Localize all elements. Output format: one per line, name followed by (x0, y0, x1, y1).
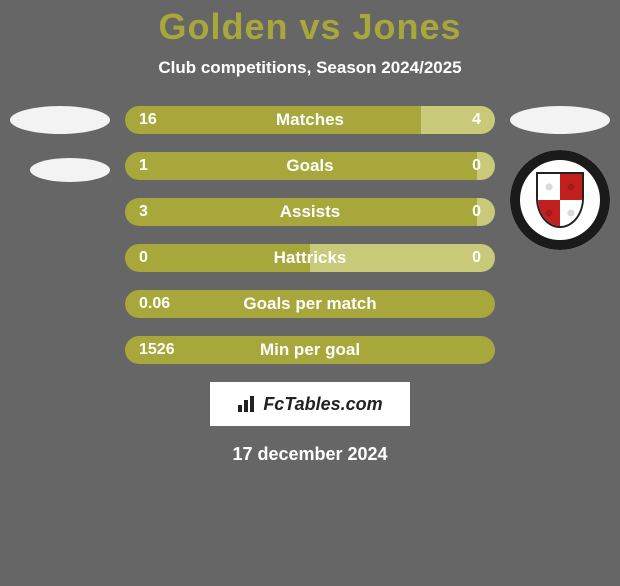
stat-right-segment: 0 (310, 244, 495, 272)
page-subtitle: Club competitions, Season 2024/2025 (0, 58, 620, 78)
stat-right-value: 0 (472, 249, 481, 267)
crest-shield (536, 172, 584, 228)
page-title: Golden vs Jones (0, 6, 620, 48)
stat-row: 164Matches (125, 106, 495, 134)
stat-left-value: 3 (139, 203, 148, 221)
stat-row: 00Hattricks (125, 244, 495, 272)
right-club-crest (510, 150, 610, 250)
stat-right-segment: 0 (477, 198, 496, 226)
stat-right-value: 4 (472, 111, 481, 129)
bars-icon (237, 395, 259, 413)
stat-left-value: 0.06 (139, 295, 170, 313)
fctables-watermark: FcTables.com (210, 382, 410, 426)
stat-left-segment: 0 (125, 244, 310, 272)
stat-row: 0.06Goals per match (125, 290, 495, 318)
stat-right-value: 0 (472, 157, 481, 175)
stat-right-segment: 4 (421, 106, 495, 134)
stat-left-value: 1 (139, 157, 148, 175)
date-footer: 17 december 2024 (0, 444, 620, 465)
stat-left-segment: 3 (125, 198, 477, 226)
stat-row: 30Assists (125, 198, 495, 226)
stat-left-segment: 16 (125, 106, 421, 134)
stat-left-segment: 1526 (125, 336, 495, 364)
stat-left-value: 0 (139, 249, 148, 267)
stat-left-value: 1526 (139, 341, 175, 359)
stat-row: 1526Min per goal (125, 336, 495, 364)
stat-right-value: 0 (472, 203, 481, 221)
right-badge-placeholder (510, 106, 610, 134)
stat-left-segment: 1 (125, 152, 477, 180)
stat-row: 10Goals (125, 152, 495, 180)
left-badge-placeholder-1 (10, 106, 110, 134)
fctables-label: FcTables.com (263, 394, 382, 415)
stat-right-segment: 0 (477, 152, 496, 180)
comparison-stage: 164Matches10Goals30Assists00Hattricks0.0… (0, 106, 620, 364)
stat-bars: 164Matches10Goals30Assists00Hattricks0.0… (125, 106, 495, 364)
left-badge-placeholder-2 (30, 158, 110, 182)
stat-left-segment: 0.06 (125, 290, 495, 318)
stat-left-value: 16 (139, 111, 157, 129)
